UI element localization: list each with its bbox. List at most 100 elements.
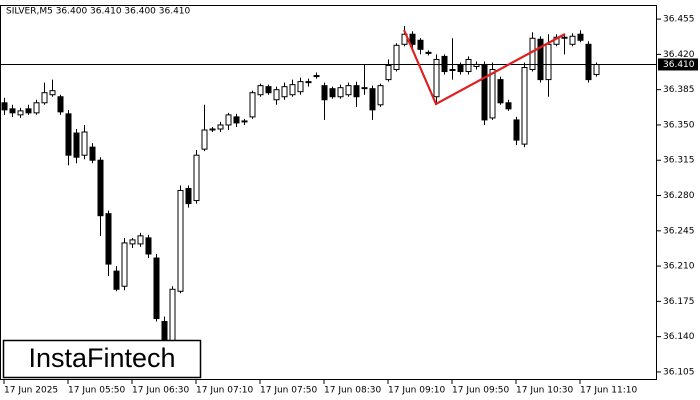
candle-body — [425, 51, 432, 54]
candle-body — [273, 89, 280, 101]
candle-body — [345, 85, 352, 96]
candle-body — [465, 58, 472, 73]
candle-body — [561, 36, 568, 39]
candle — [145, 234, 152, 259]
candle-body — [1, 102, 8, 111]
x-tick-label: 17 Jun 07:50 — [260, 386, 317, 396]
candle-body — [25, 108, 32, 114]
candle — [369, 85, 376, 120]
candle-body — [337, 87, 344, 98]
candle-body — [145, 237, 152, 255]
candle — [1, 97, 8, 115]
y-tick-label: 36.315 — [663, 156, 695, 166]
candle — [217, 121, 224, 133]
candle — [9, 104, 16, 117]
candle — [233, 113, 240, 127]
chart-title: SILVER,M5 36.400 36.410 36.400 36.410 — [6, 7, 191, 17]
candle-body — [17, 110, 24, 116]
candle — [297, 77, 304, 95]
candle — [17, 107, 24, 118]
candle — [273, 86, 280, 105]
y-tick-label: 36.140 — [663, 332, 695, 342]
candle-body — [281, 86, 288, 98]
logo: InstaFintech — [28, 343, 175, 373]
candle-body — [249, 92, 256, 118]
candle — [465, 56, 472, 75]
candle — [449, 38, 456, 80]
candle-body — [41, 92, 48, 104]
candle — [409, 31, 416, 49]
candle — [185, 185, 192, 208]
candle-body — [81, 131, 88, 156]
candle — [417, 38, 424, 55]
candle — [305, 78, 312, 87]
candle — [433, 54, 440, 105]
candle-body — [377, 85, 384, 106]
candle — [257, 83, 264, 97]
candle — [73, 128, 80, 164]
y-tick-label: 36.210 — [663, 262, 695, 272]
candle-body — [329, 88, 336, 98]
candle — [577, 30, 584, 43]
candle-body — [129, 239, 136, 245]
candle-body — [585, 43, 592, 81]
candle — [249, 90, 256, 119]
candle — [25, 104, 32, 115]
candle-body — [121, 242, 128, 287]
candle-body — [289, 84, 296, 96]
candle-body — [433, 58, 440, 98]
x-tick-label: 17 Jun 09:50 — [452, 386, 509, 396]
plot — [1, 26, 600, 367]
candle-body — [65, 113, 72, 156]
candle-body — [265, 86, 272, 94]
x-tick-label: 17 Jun 09:10 — [388, 386, 445, 396]
candle — [489, 62, 496, 120]
candle-body — [73, 132, 80, 158]
candle-body — [537, 38, 544, 81]
candle-body — [137, 235, 144, 245]
candle-body — [361, 87, 368, 90]
candle-body — [49, 90, 56, 96]
y-tick-label: 36.175 — [663, 297, 695, 307]
candle — [561, 35, 568, 55]
current-price-box — [658, 58, 698, 71]
candle — [505, 99, 512, 111]
candle — [393, 43, 400, 72]
candle-body — [409, 33, 416, 45]
candle-body — [385, 64, 392, 81]
candle — [81, 124, 88, 160]
logo-box — [2, 339, 202, 379]
candle-body — [521, 67, 528, 145]
candle-body — [353, 85, 360, 98]
x-tick-label: 17 Jun 2025 — [4, 386, 58, 396]
candle-body — [569, 35, 576, 45]
x-tick-label: 17 Jun 08:30 — [324, 386, 381, 396]
candle — [497, 76, 504, 105]
candle-body — [457, 63, 464, 73]
candle-body — [545, 43, 552, 81]
candle-body — [489, 69, 496, 119]
candle-body — [441, 55, 448, 73]
current-price-label: 36.410 — [663, 60, 695, 70]
candle — [321, 82, 328, 120]
y-tick-label: 36.455 — [663, 15, 695, 25]
y-tick-label: 36.385 — [663, 85, 695, 95]
candle — [281, 82, 288, 100]
candle-body — [33, 102, 40, 114]
candle-body — [201, 129, 208, 150]
candle — [361, 64, 368, 95]
pattern-line — [402, 29, 566, 106]
candle-body — [177, 189, 184, 292]
x-tick-label: 17 Jun 06:30 — [132, 386, 189, 396]
x-tick-label: 17 Jun 10:30 — [516, 386, 573, 396]
candle — [545, 34, 552, 97]
candle-body — [481, 63, 488, 121]
candle — [329, 86, 336, 99]
candle — [41, 82, 48, 105]
candle — [33, 99, 40, 115]
candle — [425, 50, 432, 56]
candle-body — [217, 124, 224, 130]
y-tick-label: 36.105 — [663, 367, 695, 377]
y-tick-label: 36.420 — [663, 50, 695, 60]
candle-body — [513, 119, 520, 141]
